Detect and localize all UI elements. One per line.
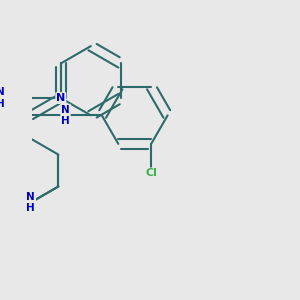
Text: N
H: N H [61, 105, 70, 126]
Text: N
H: N H [26, 192, 35, 213]
Text: N: N [56, 93, 65, 103]
Text: Cl: Cl [145, 168, 157, 178]
Text: N
H: N H [0, 87, 5, 109]
